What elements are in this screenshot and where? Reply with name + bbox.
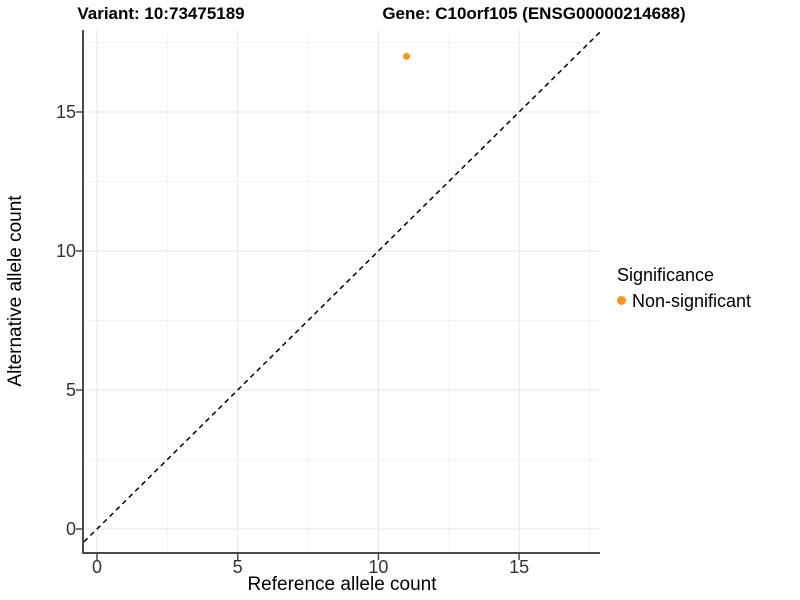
y-axis-title: Alternative allele count [5,195,26,387]
x-axis-title: Reference allele count [247,574,437,595]
y-tick-label: 15 [55,102,76,122]
legend: Significance Non-significant [617,264,751,312]
data-point [403,52,411,60]
legend-point-icon [617,296,626,306]
legend-item: Non-significant [617,290,751,313]
legend-title: Significance [617,265,715,285]
x-tick-label: 0 [91,557,103,577]
identity-line [83,31,601,543]
legend-items: Non-significant [617,290,751,313]
y-tick-label: 5 [65,380,76,400]
plot-title-variant: Variant: 10:73475189 [77,4,245,23]
scatter-plot-canvas [76,30,601,560]
legend-item-label: Non-significant [632,290,752,311]
x-tick-label: 5 [232,557,243,577]
y-tick-label: 0 [65,519,76,539]
x-tick-label: 15 [509,557,530,577]
plot-title-gene: Gene: C10orf105 (ENSG00000214688) [382,4,686,23]
plot-panel [76,30,601,560]
x-tick-label: 10 [368,557,389,577]
y-tick-label: 10 [55,241,76,261]
